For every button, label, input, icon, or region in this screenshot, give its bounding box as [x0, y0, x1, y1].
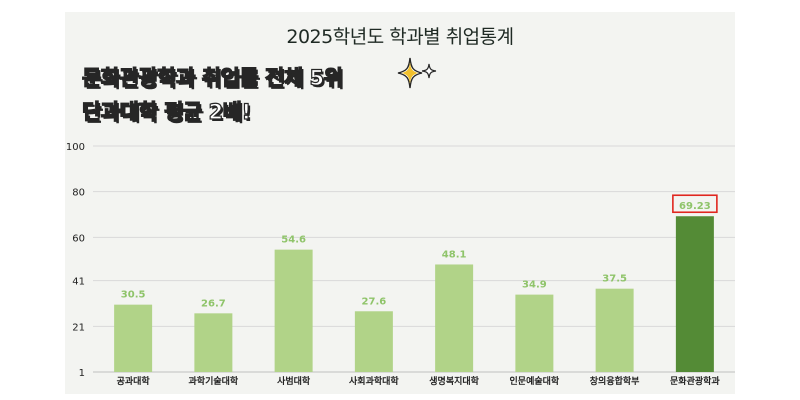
y-tick-label: 100	[66, 142, 85, 153]
y-tick-label: 1	[79, 368, 85, 379]
y-tick-label: 21	[72, 322, 85, 333]
x-tick-label: 과학기술대학	[189, 375, 239, 387]
data-label-8: 69.23	[679, 201, 711, 212]
y-tick-label: 80	[72, 188, 85, 199]
bar-1	[114, 304, 153, 372]
data-label-1: 30.5	[121, 290, 146, 301]
sparkle-icon	[397, 57, 437, 89]
x-tick-label: 문화관광학과	[670, 375, 720, 387]
y-tick-label: 60	[72, 233, 85, 244]
data-label-3: 54.6	[281, 235, 306, 246]
x-tick-label: 인문예술대학	[510, 375, 560, 387]
bar-6	[515, 294, 554, 372]
labels: 30.5 공과대학 26.7 과학기술대학 54.6 사범대학 27.6 사회과학대학 48.1…	[117, 194, 720, 387]
headline-ranking: 문화관광학과 취업률 전체 5위	[81, 65, 343, 90]
x-tick-label: 사범대학	[277, 375, 311, 387]
data-label-2: 26.7	[201, 298, 226, 309]
x-tick-label: 공과대학	[117, 375, 151, 387]
data-label-5: 48.1	[442, 249, 467, 260]
highlight-box	[672, 194, 718, 214]
bar-4	[354, 311, 393, 372]
bar-2	[194, 313, 233, 372]
y-axis: 1 21 41 60 80 100	[66, 142, 85, 379]
data-label-6: 34.9	[522, 280, 547, 291]
bars	[114, 216, 714, 372]
y-tick-label: 41	[72, 277, 85, 288]
bar-5	[435, 264, 474, 372]
bar-7	[595, 288, 634, 372]
x-tick-label: 생명복지대학	[429, 375, 479, 387]
headline-average: 단과대학 평균 2배!	[81, 99, 251, 124]
data-label-4: 27.6	[362, 296, 387, 307]
chart-title: 2025학년도 학과별 취업통계	[286, 26, 514, 48]
x-tick-label: 사회과학대학	[349, 375, 399, 387]
bar-8	[675, 216, 714, 372]
data-label-7: 37.5	[602, 274, 627, 285]
x-tick-label: 창의융합학부	[590, 375, 640, 387]
grid-lines	[93, 145, 735, 373]
bar-3	[274, 249, 313, 372]
